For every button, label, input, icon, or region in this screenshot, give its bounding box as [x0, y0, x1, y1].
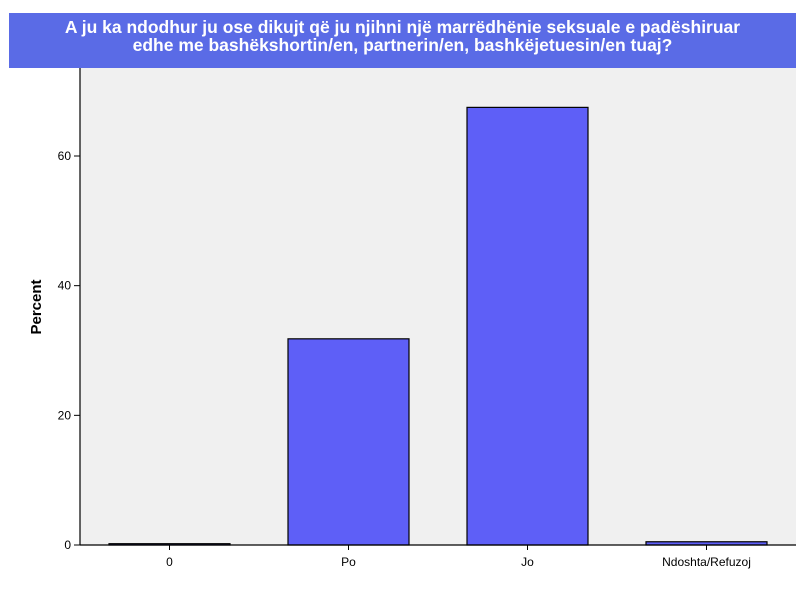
x-tick-label: 0 — [166, 555, 173, 569]
bar-Jo — [466, 106, 589, 546]
y-tick-label: 0 — [64, 538, 71, 552]
y-tick-label: 60 — [58, 149, 72, 163]
x-tick-label: Jo — [521, 555, 534, 569]
chart-title-line-2: edhe me bashëkshortin/en, partnerin/en, … — [132, 35, 673, 55]
chart-title-line-1: A ju ka ndodhur ju ose dikujt që ju njih… — [64, 17, 741, 37]
y-tick-label: 20 — [58, 408, 72, 422]
bar-Po — [287, 338, 410, 546]
y-axis-label: Percent — [28, 279, 45, 334]
x-tick-label: Po — [341, 555, 356, 569]
plot-area — [80, 68, 796, 545]
x-tick-label: Ndoshta/Refuzoj — [662, 555, 751, 569]
y-tick-label: 40 — [58, 279, 72, 293]
chart-title: A ju ka ndodhur ju ose dikujt që ju njih… — [9, 13, 796, 68]
